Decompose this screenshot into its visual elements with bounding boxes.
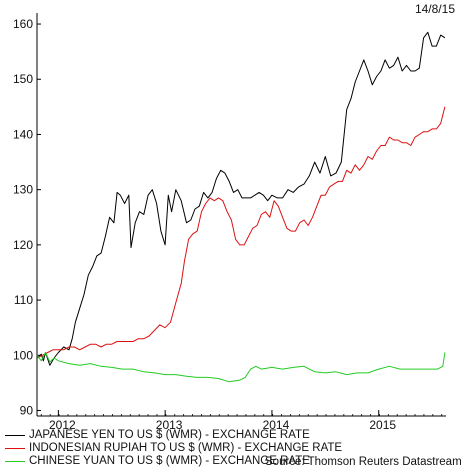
y-tick-label: 160 [13,17,33,31]
legend-swatch-idr [5,448,25,449]
y-tick-label: 90 [20,403,34,417]
series-line-jpy [36,31,446,366]
legend-swatch-cny [5,461,25,462]
legend-label-idr: INDONESIAN RUPIAH TO US $ (WMR) - EXCHAN… [29,442,343,454]
x-tick-label: 2014 [263,418,290,432]
date-label: 14/8/15 [414,2,455,16]
legend-item-jpy: JAPANESE YEN TO US $ (WMR) - EXCHANGE RA… [5,429,342,442]
y-tick-label: 110 [14,293,33,307]
y-tick-label: 140 [13,127,33,141]
legend: JAPANESE YEN TO US $ (WMR) - EXCHANGE RA… [5,429,342,468]
y-tick-label: 150 [13,72,33,86]
legend-swatch-jpy [5,435,25,436]
x-axis: 2012 2013 2014 2015 [37,410,446,432]
legend-item-cny: CHINESE YUAN TO US $ (WMR) - EXCHANGE RA… [5,455,342,468]
legend-label-cny: CHINESE YUAN TO US $ (WMR) - EXCHANGE RA… [29,455,310,467]
series-layer [36,31,446,383]
y-axis: 90 100 110 120 130 140 150 160 [13,13,41,417]
legend-item-idr: INDONESIAN RUPIAH TO US $ (WMR) - EXCHAN… [5,442,342,455]
legend-label-jpy: JAPANESE YEN TO US $ (WMR) - EXCHANGE RA… [29,429,310,441]
y-tick-label: 100 [13,348,33,362]
series-line-idr [36,106,446,359]
x-tick-label: 2015 [369,418,396,432]
y-tick-label: 120 [13,238,33,252]
series-line-cny [36,352,446,383]
x-tick-label: 2013 [156,418,183,432]
x-tick-label: 2012 [49,418,76,432]
y-tick-label: 130 [13,183,33,197]
source-note: Source: Thomson Reuters Datastream [265,456,462,468]
